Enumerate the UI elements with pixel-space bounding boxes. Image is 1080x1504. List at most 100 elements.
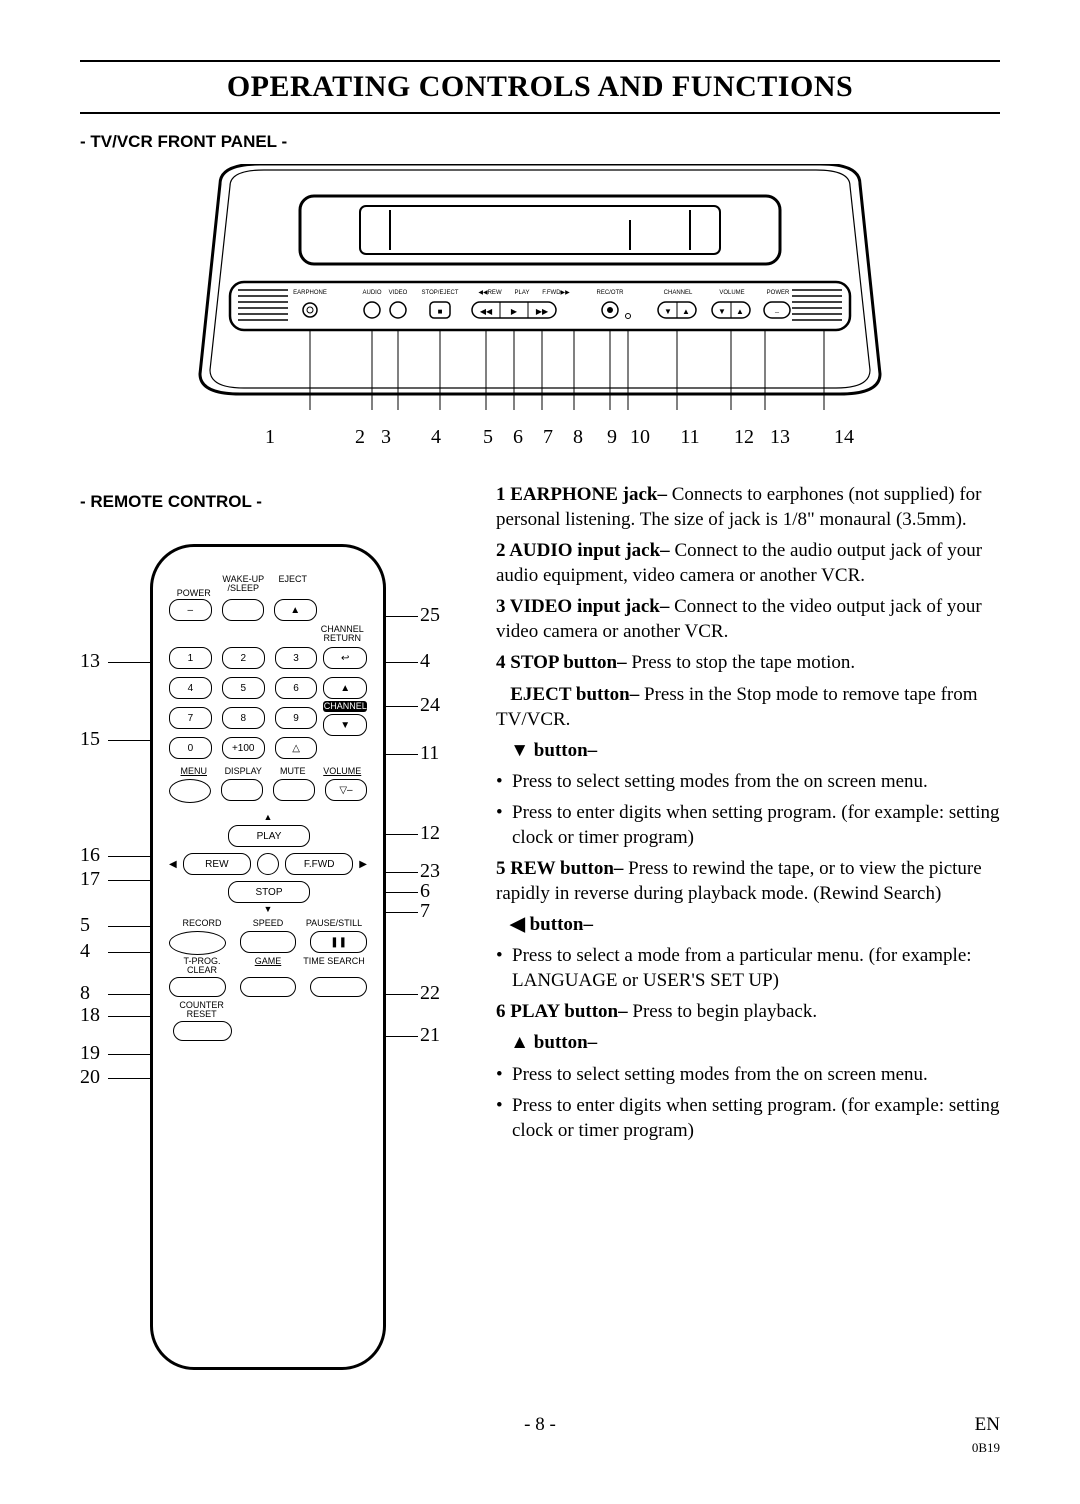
front-panel-figure: EARPHONE AUDIO VIDEO STOP/EJECT ◀◀REW PL… [180, 164, 900, 414]
down-btn-label: ▼ button– [510, 740, 597, 761]
remote-callout-18: 18 [80, 1004, 100, 1027]
remote-callout-12: 12 [420, 822, 440, 845]
digit-3[interactable]: 3 [275, 647, 318, 669]
remote-figure: 13151617548181920 25424111223672221 WAKE… [80, 524, 460, 1384]
desc-text: Press to stop the tape motion. [627, 652, 856, 673]
timesearch-label: TIME SEARCH [301, 957, 367, 976]
panel-callout-13: 13 [770, 426, 790, 449]
two-column-layout: - REMOTE CONTROL - 13151617548181920 254… [80, 482, 1000, 1384]
wake-label: WAKE-UP /SLEEP [219, 575, 269, 594]
stop-button[interactable]: STOP [228, 881, 309, 903]
remote-callout-15: 15 [80, 728, 100, 751]
plus100-button[interactable]: +100 [222, 737, 265, 759]
doc-code: 0B19 [972, 1440, 1000, 1456]
bullet-text: Press to enter digits when setting progr… [512, 800, 1000, 850]
remote-callout-4: 4 [80, 940, 90, 963]
mute-button[interactable] [273, 779, 315, 801]
desc-num: 3 [496, 596, 510, 617]
channel-down-button[interactable]: ▼ [323, 714, 367, 736]
bullet-icon: • [496, 769, 512, 794]
digit-4[interactable]: 4 [169, 677, 212, 699]
front-panel-callouts: 1234567891011121314 [180, 426, 900, 454]
bullet-text: Press to select setting modes from the o… [512, 769, 928, 794]
panel-callout-4: 4 [431, 426, 441, 449]
center-button[interactable] [257, 853, 279, 875]
play-button[interactable]: PLAY [228, 825, 309, 847]
svg-text:AUDIO: AUDIO [362, 290, 381, 296]
panel-callout-9: 9 [607, 426, 617, 449]
panel-callout-5: 5 [483, 426, 493, 449]
channel-return-button[interactable]: ↩ [323, 647, 367, 669]
left-btn-label: ◀ button– [510, 914, 593, 935]
remote-callout-22: 22 [420, 982, 440, 1005]
page-number: - 8 - [524, 1414, 556, 1436]
speed-label: SPEED [235, 919, 301, 928]
digit-7[interactable]: 7 [169, 707, 212, 729]
digit-1[interactable]: 1 [169, 647, 212, 669]
svg-text:VIDEO: VIDEO [389, 290, 408, 296]
remote-callout-24: 24 [420, 694, 440, 717]
panel-callout-2: 2 [355, 426, 365, 449]
desc-term: STOP button– [510, 652, 626, 673]
menu-label: MENU [169, 767, 219, 776]
remote-callout-21: 21 [420, 1024, 440, 1047]
page-title: OPERATING CONTROLS AND FUNCTIONS [80, 70, 1000, 104]
panel-callout-8: 8 [573, 426, 583, 449]
front-panel-heading: - TV/VCR FRONT PANEL - [80, 132, 1000, 152]
volume-down-button[interactable]: ▽– [325, 779, 367, 801]
remote-callout-4: 4 [420, 650, 430, 673]
svg-text:◀◀: ◀◀ [480, 307, 493, 316]
svg-text:▲: ▲ [736, 307, 744, 316]
remote-callout-16: 16 [80, 844, 100, 867]
svg-text:▲: ▲ [682, 307, 690, 316]
tprog-label: T-PROG. CLEAR [169, 957, 235, 976]
manual-page: OPERATING CONTROLS AND FUNCTIONS - TV/VC… [0, 0, 1080, 1504]
svg-text:VOLUME: VOLUME [719, 290, 744, 296]
counter-reset-button[interactable] [173, 1021, 232, 1041]
rew-button[interactable]: REW [183, 853, 251, 875]
tprog-button[interactable] [169, 977, 226, 997]
ffwd-button[interactable]: F.FWD [285, 853, 353, 875]
description-column: 1 EARPHONE jack– Connects to earphones (… [496, 482, 1000, 1384]
title-rule: OPERATING CONTROLS AND FUNCTIONS [80, 60, 1000, 114]
bullet-text: Press to select a mode from a particular… [512, 943, 1000, 993]
speed-button[interactable] [240, 931, 297, 953]
digit-6[interactable]: 6 [275, 677, 318, 699]
page-footer: - 8 - EN 0B19 [80, 1414, 1000, 1464]
pause-label: PAUSE/STILL [301, 919, 367, 928]
panel-callout-7: 7 [543, 426, 553, 449]
display-button[interactable] [221, 779, 263, 801]
input-button[interactable]: △ [275, 737, 318, 759]
digit-0[interactable]: 0 [169, 737, 212, 759]
record-button[interactable] [169, 931, 226, 955]
digit-5[interactable]: 5 [222, 677, 265, 699]
remote-callout-25: 25 [420, 604, 440, 627]
svg-text:CHANNEL: CHANNEL [664, 290, 693, 296]
panel-callout-11: 11 [680, 426, 699, 449]
digit-8[interactable]: 8 [222, 707, 265, 729]
desc-term: EARPHONE jack– [510, 484, 667, 505]
digit-9[interactable]: 9 [275, 707, 318, 729]
svg-text:▼: ▼ [664, 307, 672, 316]
bullet-text: Press to enter digits when setting progr… [512, 1093, 1000, 1143]
power-button[interactable]: – [169, 599, 212, 621]
remote-heading: - REMOTE CONTROL - [80, 492, 460, 512]
pause-button[interactable]: ❚❚ [310, 931, 367, 953]
menu-button[interactable] [169, 779, 211, 803]
channel-up-button[interactable]: ▲ [323, 677, 367, 699]
desc-num: 4 [496, 652, 510, 673]
bullet-icon: • [496, 943, 512, 993]
desc-term: VIDEO input jack– [510, 596, 669, 617]
volume-label: VOLUME [318, 767, 368, 776]
channel-label: CHANNEL [323, 701, 367, 712]
bullet-icon: • [496, 800, 512, 850]
timesearch-button[interactable] [310, 977, 367, 997]
remote-column: - REMOTE CONTROL - 13151617548181920 254… [80, 482, 460, 1384]
eject-button[interactable]: ▲ [274, 599, 317, 621]
bullet-icon: • [496, 1062, 512, 1087]
game-button[interactable] [240, 977, 297, 997]
svg-text:PLAY: PLAY [515, 290, 530, 296]
wake-sleep-button[interactable] [222, 599, 265, 621]
svg-text:■: ■ [438, 307, 443, 316]
digit-2[interactable]: 2 [222, 647, 265, 669]
